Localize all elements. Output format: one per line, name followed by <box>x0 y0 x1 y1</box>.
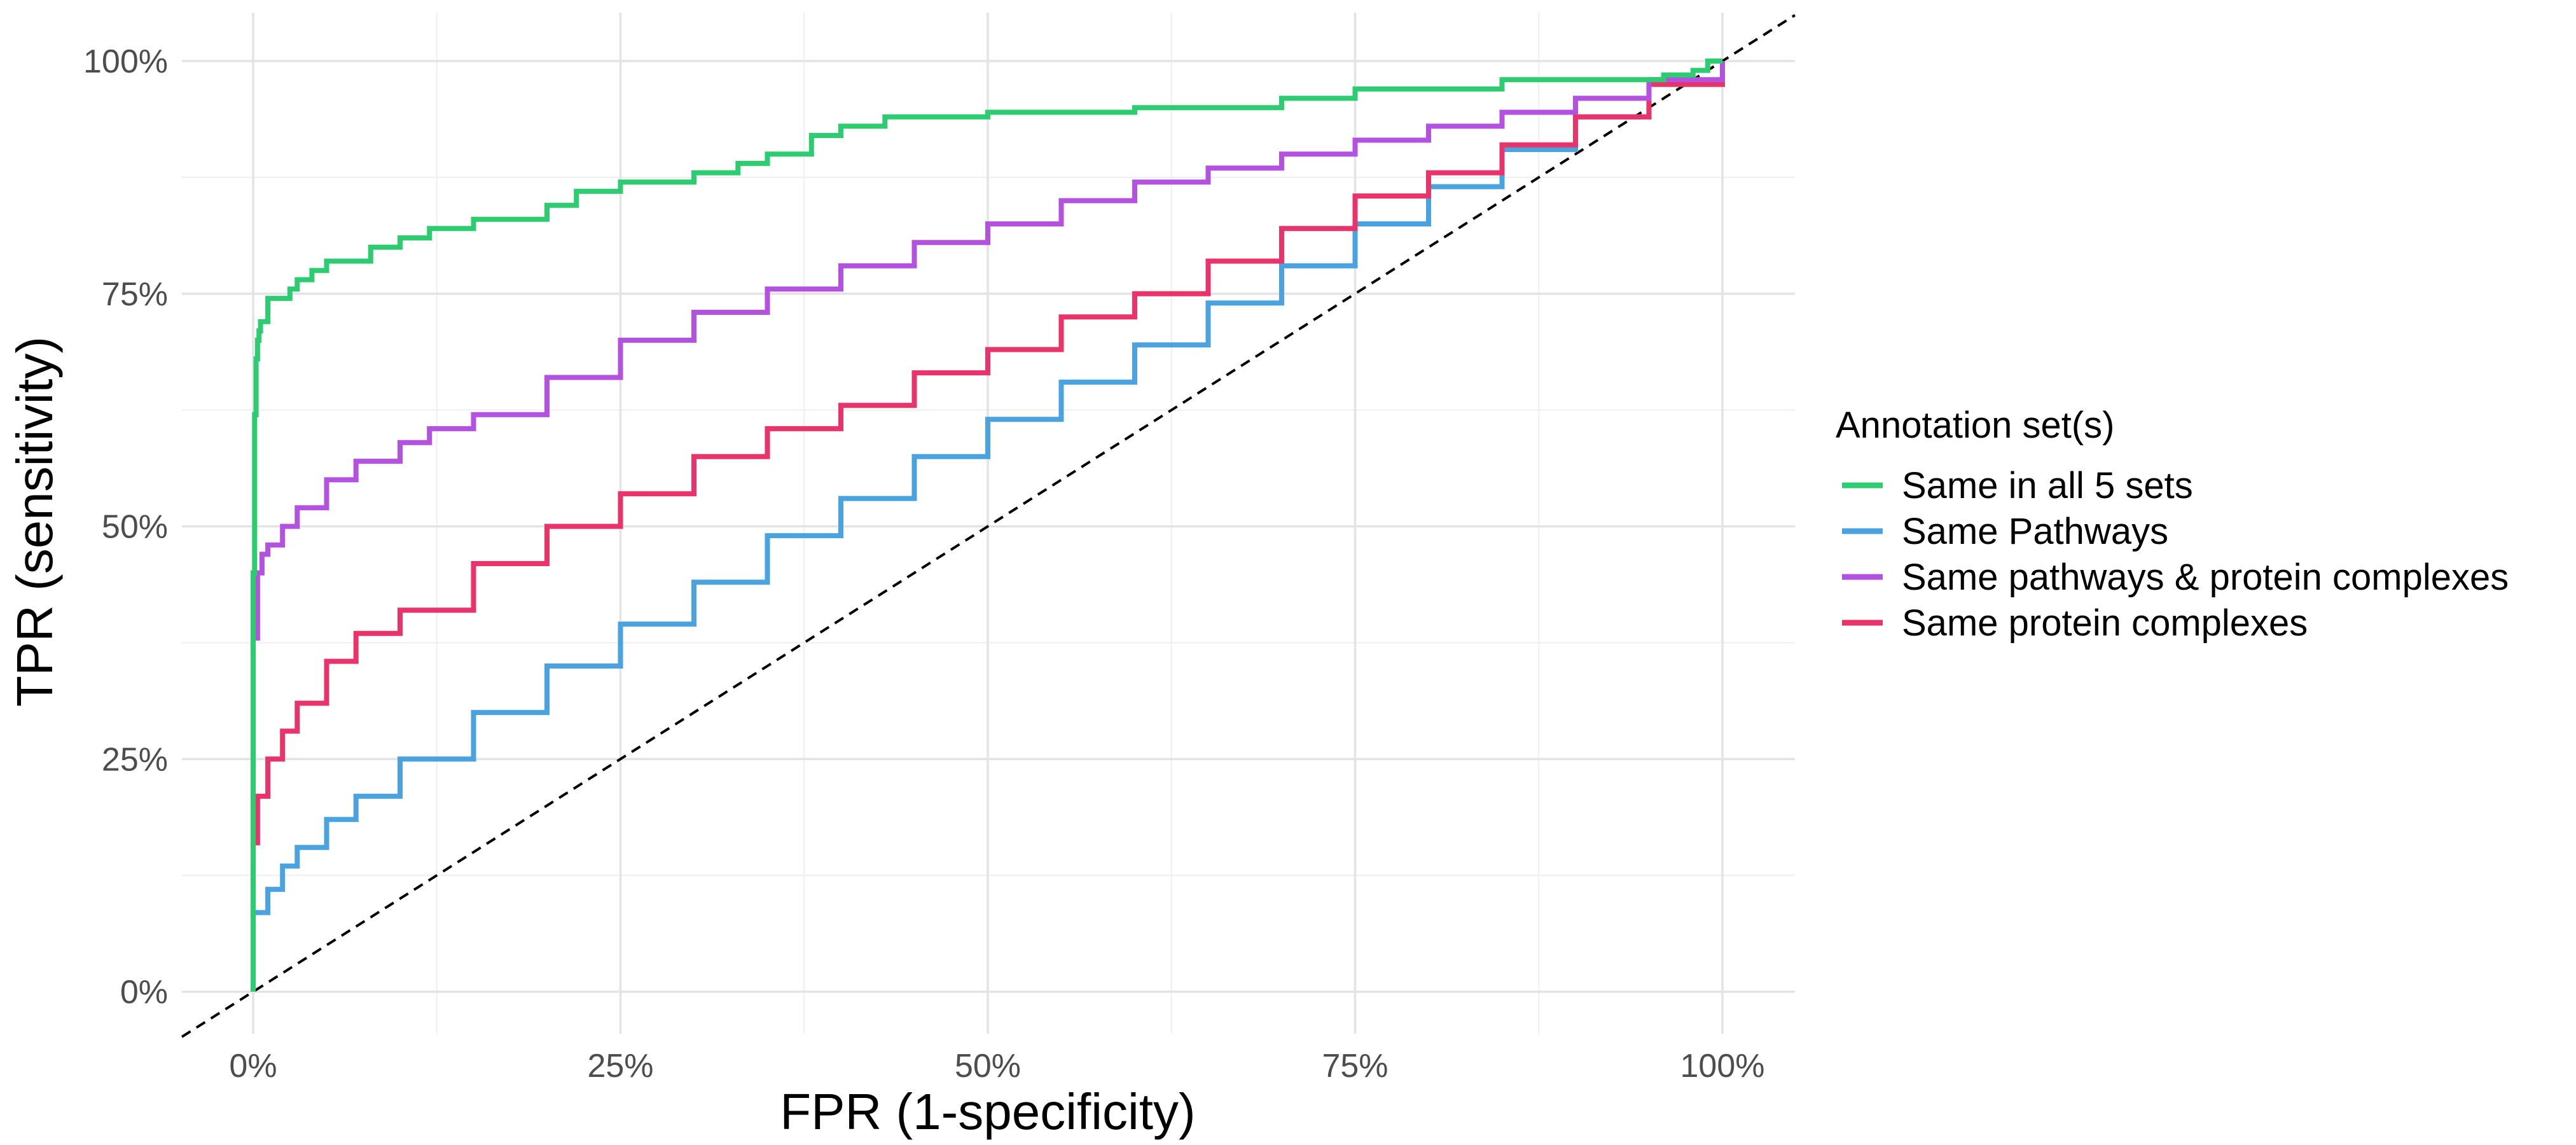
x-tick-label: 75% <box>1322 1048 1388 1085</box>
y-tick-label: 25% <box>102 741 168 778</box>
y-tick-label: 0% <box>120 974 168 1011</box>
tick-labels: 0% 25% 50% 75% 100% 0% 25% 50% 75% 100% <box>83 43 1765 1085</box>
legend-title: Annotation set(s) <box>1836 405 2114 446</box>
x-tick-label: 25% <box>587 1048 653 1085</box>
x-tick-label: 50% <box>955 1048 1021 1085</box>
grid <box>182 13 1795 1034</box>
legend-label: Same protein complexes <box>1902 602 2308 644</box>
x-tick-label: 100% <box>1680 1048 1765 1085</box>
x-tick-label: 0% <box>229 1048 277 1085</box>
reference-line-group <box>181 14 1796 1038</box>
series-lines <box>251 59 1725 992</box>
series-line-same-pathways-protein-complexes <box>251 61 1725 992</box>
series-line-same-protein-complexes <box>251 61 1725 992</box>
series-line-same-in-all-5-sets <box>251 59 1722 992</box>
legend-items: Same in all 5 sets Same Pathways Same path… <box>1842 465 2509 644</box>
y-tick-label: 100% <box>83 43 168 80</box>
y-tick-label: 75% <box>102 276 168 313</box>
reference-diagonal-line <box>181 14 1796 1038</box>
legend-label: Same pathways & protein complexes <box>1902 557 2509 598</box>
legend: Annotation set(s) Same in all 5 setsSame… <box>1836 405 2509 644</box>
x-axis-title: FPR (1-specificity) <box>780 1083 1195 1140</box>
y-axis-title: TPR (sensitivity) <box>6 337 63 707</box>
legend-label: Same in all 5 sets <box>1902 465 2193 506</box>
y-tick-label: 50% <box>102 509 168 546</box>
legend-label: Same Pathways <box>1902 511 2168 552</box>
